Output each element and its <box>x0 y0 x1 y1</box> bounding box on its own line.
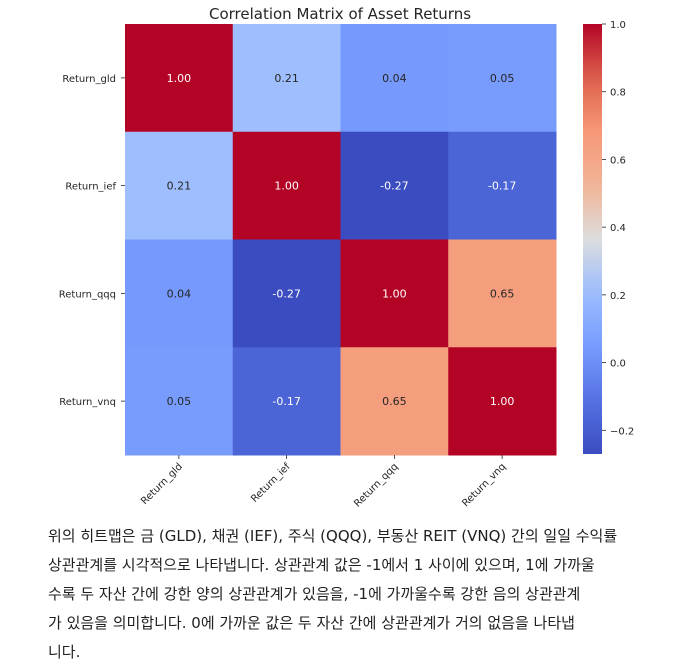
cell-label-1-3: -0.17 <box>488 180 516 193</box>
description-line: 니다. <box>48 643 81 661</box>
cell-label-3-1: -0.17 <box>272 395 300 408</box>
heatmap-cell-0-2 <box>340 24 449 133</box>
heatmap-cell-0-1 <box>232 24 341 133</box>
heatmap-cell-0-3 <box>448 24 557 133</box>
heatmap-cell-1-0 <box>125 131 234 240</box>
column-label-2: Return_qqq <box>352 461 400 509</box>
heatmap-cell-1-1 <box>232 131 341 240</box>
correlation-heatmap: Correlation Matrix of Asset Returns 1.00… <box>59 5 635 510</box>
heatmap-cell-1-3 <box>448 131 557 240</box>
cell-label-0-2: 0.04 <box>382 72 407 85</box>
cell-label-1-2: -0.27 <box>380 180 408 193</box>
cell-label-3-3: 1.00 <box>490 395 515 408</box>
colorbar-tick-label-2: 0.6 <box>610 155 626 166</box>
heatmap-cell-3-2 <box>340 347 449 456</box>
column-label-1: Return_ief <box>249 461 293 505</box>
description-line: 가 있음을 의미합니다. 0에 가까운 값은 두 자산 간에 상관관계가 거의 … <box>48 614 575 632</box>
cell-label-2-2: 1.00 <box>382 287 407 300</box>
column-labels: Return_gld Return_ief Return_qqq Return_vnq <box>139 455 508 510</box>
cell-label-1-1: 1.00 <box>274 180 299 193</box>
colorbar-tick-label-1: 0.8 <box>610 88 626 99</box>
colorbar <box>583 24 602 454</box>
heatmap-cell-2-3 <box>448 239 557 348</box>
description-text: 위의 히트맵은 금 (GLD), 채권 (IEF), 주식 (QQQ), 부동산… <box>48 522 648 667</box>
heatmap-cell-2-0 <box>125 239 234 348</box>
column-label-3: Return_vnq <box>460 461 508 509</box>
row-label-0: Return_gld <box>62 74 116 85</box>
cell-label-3-2: 0.65 <box>382 395 407 408</box>
heatmap-cell-0-0 <box>125 24 234 133</box>
colorbar-tick-label-4: 0.2 <box>610 291 626 302</box>
cell-label-3-0: 0.05 <box>167 395 192 408</box>
row-label-3: Return_vnq <box>59 397 116 408</box>
row-labels: Return_gld Return_ief Return_qqq Return_vnq <box>59 74 125 408</box>
colorbar-tick-label-0: 1.0 <box>610 20 626 31</box>
cell-label-1-0: 0.21 <box>167 180 192 193</box>
heatmap-cell-3-1 <box>232 347 341 456</box>
cell-label-2-3: 0.65 <box>490 287 515 300</box>
column-label-0: Return_gld <box>139 461 185 507</box>
heatmap-cell-2-1 <box>232 239 341 348</box>
cell-label-0-1: 0.21 <box>274 72 299 85</box>
description-line: 상관관계를 시각적으로 나타냅니다. 상관관계 값은 -1에서 1 사이에 있으… <box>48 556 595 574</box>
description-line: 수록 두 자산 간에 강한 양의 상관관계가 있음을, -1에 가까울수록 강한… <box>48 585 581 603</box>
heatmap-cell-2-2 <box>340 239 449 348</box>
colorbar-tick-label-5: 0.0 <box>610 359 626 370</box>
heatmap-cell-3-0 <box>125 347 234 456</box>
cell-label-0-3: 0.05 <box>490 72 515 85</box>
colorbar-tick-label-3: 0.4 <box>610 223 626 234</box>
row-label-2: Return_qqq <box>59 289 116 300</box>
row-label-1: Return_ief <box>65 182 116 193</box>
cell-label-0-0: 1.00 <box>167 72 192 85</box>
cell-label-2-1: -0.27 <box>272 287 300 300</box>
colorbar-tick-label-6: −0.2 <box>610 426 634 437</box>
colorbar-ticks: 1.0 0.8 0.6 0.4 0.2 0.0 −0.2 <box>602 20 634 437</box>
heatmap-cell-1-2 <box>340 131 449 240</box>
chart-title: Correlation Matrix of Asset Returns <box>209 5 471 23</box>
description-line: 위의 히트맵은 금 (GLD), 채권 (IEF), 주식 (QQQ), 부동산… <box>48 527 618 545</box>
heatmap-cell-3-3 <box>448 347 557 456</box>
cell-label-2-0: 0.04 <box>167 287 192 300</box>
heatmap-cells: 1.00 0.21 0.04 0.05 0.21 1.00 -0.27 -0.17 0.04 -0… <box>125 24 557 456</box>
